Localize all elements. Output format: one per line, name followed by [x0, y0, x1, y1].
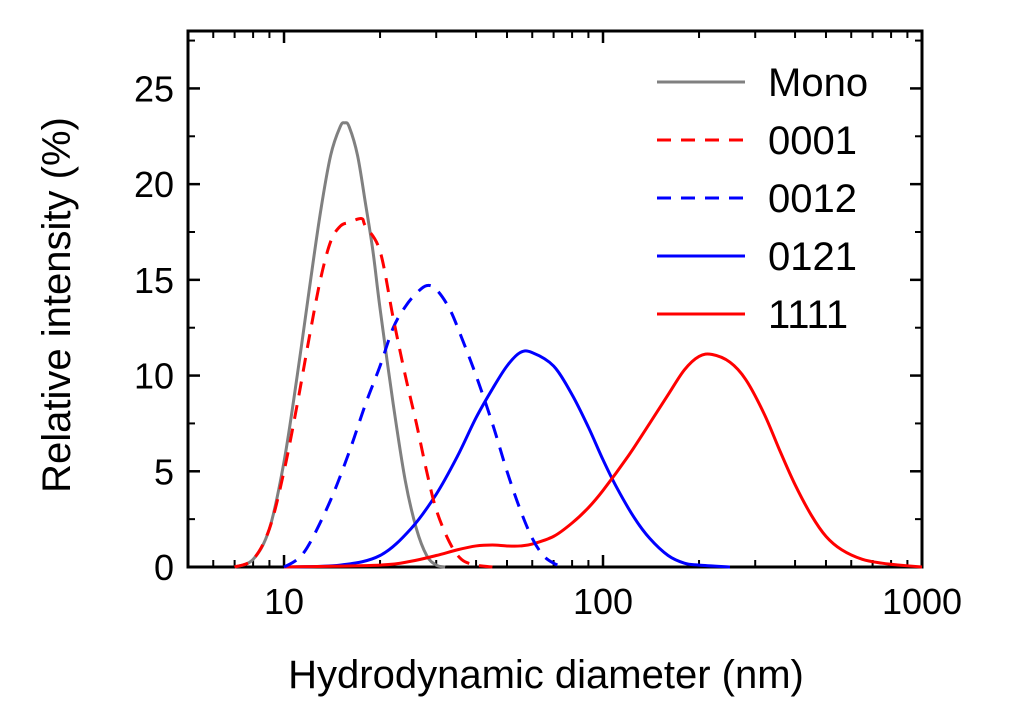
legend-label-Mono: Mono: [768, 61, 868, 105]
legend-label-0012: 0012: [768, 177, 857, 221]
y-tick-label: 15: [134, 260, 174, 301]
y-tick-label: 5: [154, 451, 174, 492]
series-line-0001: [234, 217, 493, 569]
legend-label-1111: 1111: [768, 293, 848, 337]
y-tick-label: 25: [134, 68, 174, 109]
y-tick-label: 10: [134, 356, 174, 397]
y-axis-title: Relative intensity (%): [35, 117, 79, 493]
x-tick-label: 1000: [882, 581, 962, 622]
tick-labels: 10 100 1000 0 5 10 15 20 25: [134, 68, 962, 622]
legend-label-0121: 0121: [768, 235, 857, 279]
series-line-0121: [283, 349, 731, 569]
x-axis-title: Hydrodynamic diameter (nm): [288, 653, 804, 697]
series-layer: [234, 121, 923, 569]
legend-label-0001: 0001: [768, 119, 857, 163]
y-tick-label: 20: [134, 164, 174, 205]
y-tick-label: 0: [154, 547, 174, 588]
series-line-1111: [283, 352, 923, 569]
series-line-Mono: [234, 121, 446, 569]
series-line-0012: [283, 283, 564, 569]
x-tick-label: 10: [264, 581, 304, 622]
plot-frame: [186, 29, 924, 569]
legend: Mono 0001 0012 0121 1111: [657, 61, 868, 337]
x-tick-label: 100: [573, 581, 633, 622]
